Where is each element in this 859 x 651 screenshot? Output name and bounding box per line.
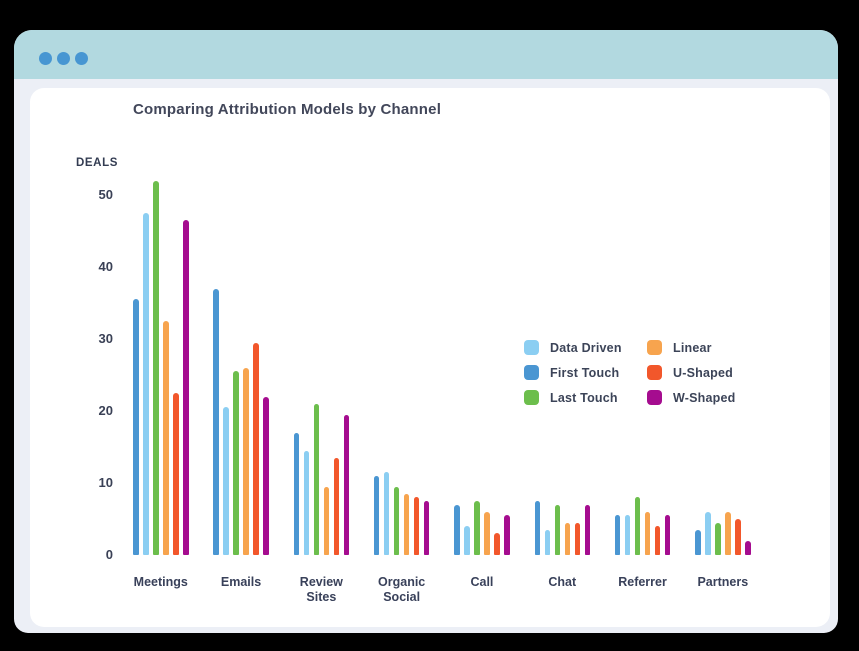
bar-last-touch-emails[interactable] [233,371,239,555]
bar-first-touch-call[interactable] [454,504,460,555]
browser-window: Comparing Attribution Models by Channel … [14,30,838,633]
legend-label: Data Driven [550,340,622,355]
bar-data-driven-emails[interactable] [223,407,229,555]
legend-label: Linear [673,340,712,355]
bar-data-driven-partners[interactable] [705,511,711,555]
legend-swatch-last-touch [524,390,539,405]
bar-linear-partners[interactable] [725,511,731,555]
bar-first-touch-partners[interactable] [695,529,701,555]
bar-last-touch-call[interactable] [474,501,480,555]
x-axis-label: Chat [548,575,577,589]
bar-data-driven-review-sites[interactable] [303,450,310,555]
bar-w-shaped-chat[interactable] [584,504,590,555]
bar-linear-review-sites[interactable] [323,486,330,555]
bar-u-shaped-call[interactable] [494,533,500,555]
y-tick-label: 0 [105,547,113,562]
bar-data-driven-organic-social[interactable] [383,472,390,555]
bar-w-shaped-partners[interactable] [745,540,751,555]
bar-data-driven-chat[interactable] [544,529,550,555]
window-control-dot[interactable] [39,52,52,65]
bar-w-shaped-emails[interactable] [263,396,269,555]
x-axis-label: Partners [697,575,749,589]
x-axis-label: Call [470,575,494,589]
bar-linear-meetings[interactable] [163,321,169,555]
bar-last-touch-organic-social[interactable] [393,486,400,555]
bar-data-driven-call[interactable] [464,526,470,555]
legend-swatch-u-shaped [647,365,662,380]
bar-u-shaped-meetings[interactable] [173,393,179,555]
bar-last-touch-partners[interactable] [715,522,721,555]
x-axis-label: Emails [220,575,262,589]
bar-linear-referrer[interactable] [644,511,651,555]
legend-column: Data Driven First Touch Last Touch [524,340,622,415]
x-axis-label: Referrer [618,575,667,589]
bar-w-shaped-review-sites[interactable] [343,414,350,555]
bar-linear-organic-social[interactable] [403,493,410,555]
bar-u-shaped-referrer[interactable] [654,526,661,555]
bar-u-shaped-chat[interactable] [574,522,580,555]
bar-u-shaped-review-sites[interactable] [333,457,340,555]
legend-item-w-shaped[interactable]: W-Shaped [647,390,735,405]
bar-u-shaped-partners[interactable] [735,519,741,555]
bar-last-touch-review-sites[interactable] [313,403,320,555]
bar-last-touch-chat[interactable] [554,504,560,555]
bar-last-touch-meetings[interactable] [153,180,159,555]
x-axis-label: Organic Social [378,575,426,604]
bar-w-shaped-meetings[interactable] [183,220,189,555]
legend-label: W-Shaped [673,390,736,405]
bar-last-touch-referrer[interactable] [634,497,641,555]
bar-w-shaped-referrer[interactable] [664,515,671,555]
legend-label: First Touch [550,365,620,380]
legend-swatch-data-driven [524,340,539,355]
bar-w-shaped-organic-social[interactable] [423,501,430,555]
chart-card: Comparing Attribution Models by Channel … [30,88,830,627]
window-control-dot[interactable] [57,52,70,65]
legend-swatch-first-touch [524,365,539,380]
window-control-dot[interactable] [75,52,88,65]
bar-w-shaped-call[interactable] [504,515,510,555]
legend-swatch-linear [647,340,662,355]
bar-first-touch-organic-social[interactable] [373,475,380,555]
bar-first-touch-chat[interactable] [534,501,540,555]
bar-data-driven-meetings[interactable] [143,213,149,555]
y-tick-label: 50 [98,187,113,202]
bar-first-touch-review-sites[interactable] [293,432,300,555]
legend-label: Last Touch [550,390,618,405]
bar-first-touch-referrer[interactable] [614,515,621,555]
bar-first-touch-meetings[interactable] [133,299,139,555]
legend-item-linear[interactable]: Linear [647,340,735,355]
y-tick-label: 10 [98,475,113,490]
legend-item-data-driven[interactable]: Data Driven [524,340,622,355]
y-tick-label: 40 [98,259,113,274]
bar-linear-call[interactable] [484,511,490,555]
legend-swatch-w-shaped [647,390,662,405]
legend-label: U-Shaped [673,365,733,380]
legend-item-last-touch[interactable]: Last Touch [524,390,622,405]
x-axis-label: Review Sites [299,575,343,604]
window-controls [39,52,88,65]
y-tick-label: 20 [98,403,113,418]
bar-linear-emails[interactable] [243,367,249,555]
bar-u-shaped-organic-social[interactable] [413,497,420,555]
legend-item-first-touch[interactable]: First Touch [524,365,622,380]
bar-data-driven-referrer[interactable] [624,515,631,555]
legend-column: Linear U-Shaped W-Shaped [647,340,735,415]
chart-title: Comparing Attribution Models by Channel [133,101,442,118]
bar-linear-chat[interactable] [564,522,570,555]
y-tick-label: 30 [98,331,113,346]
x-axis-label: Meetings [133,575,188,589]
legend-item-u-shaped[interactable]: U-Shaped [647,365,735,380]
y-axis-title: DEALS [76,157,118,169]
bar-u-shaped-emails[interactable] [253,342,259,555]
window-titlebar [14,30,838,79]
bar-first-touch-emails[interactable] [213,288,219,555]
